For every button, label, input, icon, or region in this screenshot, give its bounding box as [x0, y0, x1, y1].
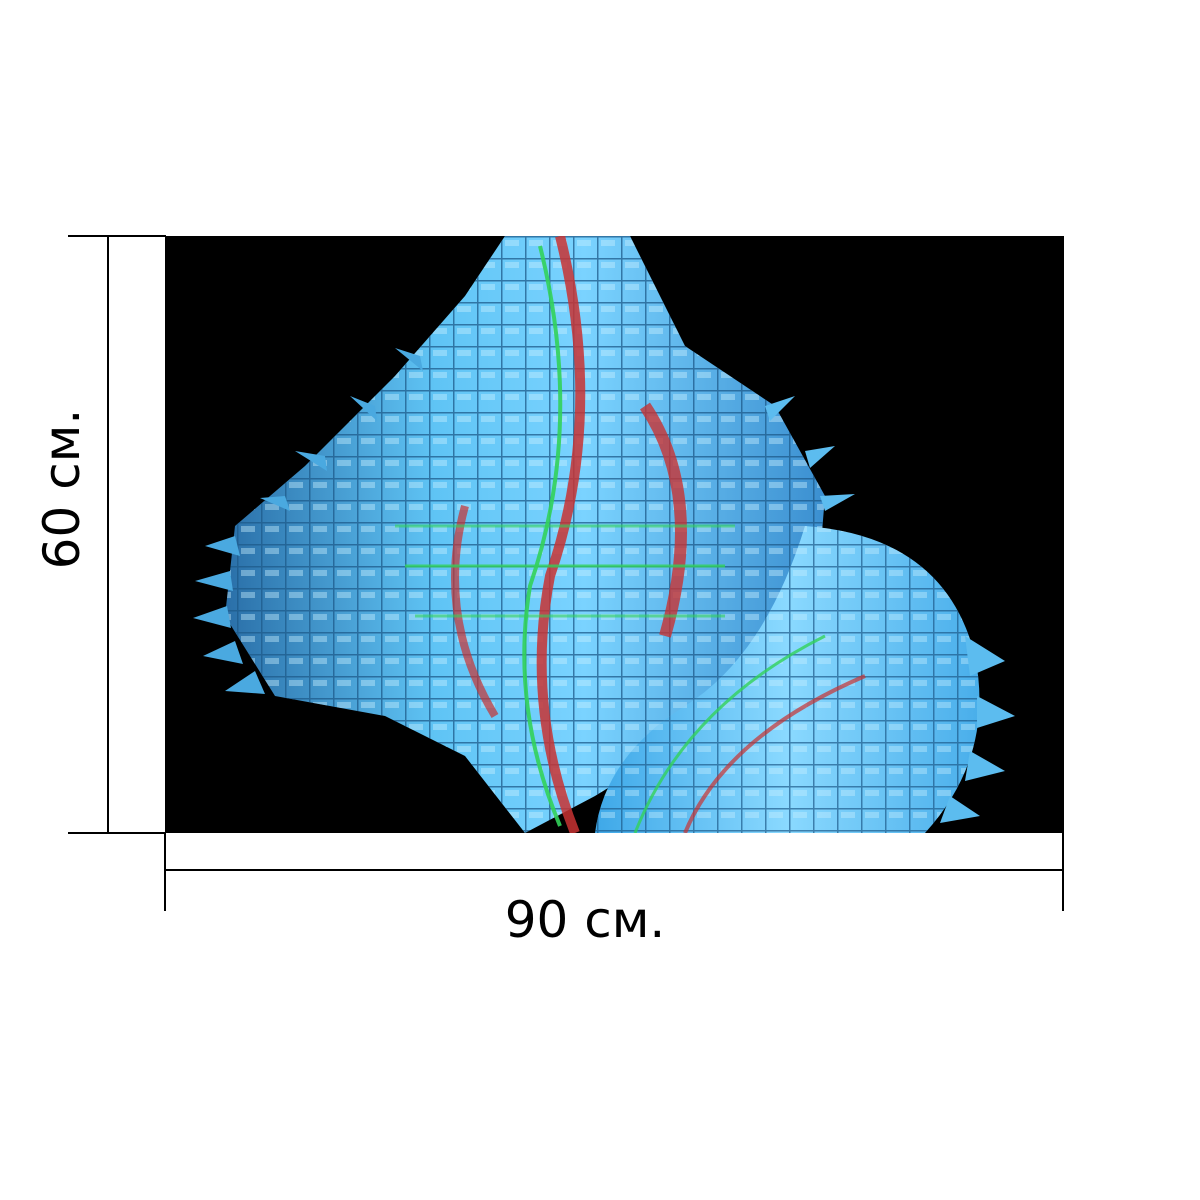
height-dimension-line — [107, 236, 109, 833]
height-label: 60 см. — [33, 408, 91, 570]
height-dimension-tick-top — [68, 235, 166, 237]
width-dimension-tick-left — [164, 833, 166, 911]
width-dimension-tick-right — [1062, 833, 1064, 911]
width-dimension-line — [165, 869, 1064, 871]
height-dimension-tick-bottom — [68, 832, 166, 834]
spike-edge-left — [193, 348, 423, 694]
fractal-illustration — [193, 236, 1015, 833]
width-label: 90 см. — [504, 891, 666, 949]
artwork-image — [165, 236, 1064, 833]
spike-edge-right — [765, 396, 1015, 823]
